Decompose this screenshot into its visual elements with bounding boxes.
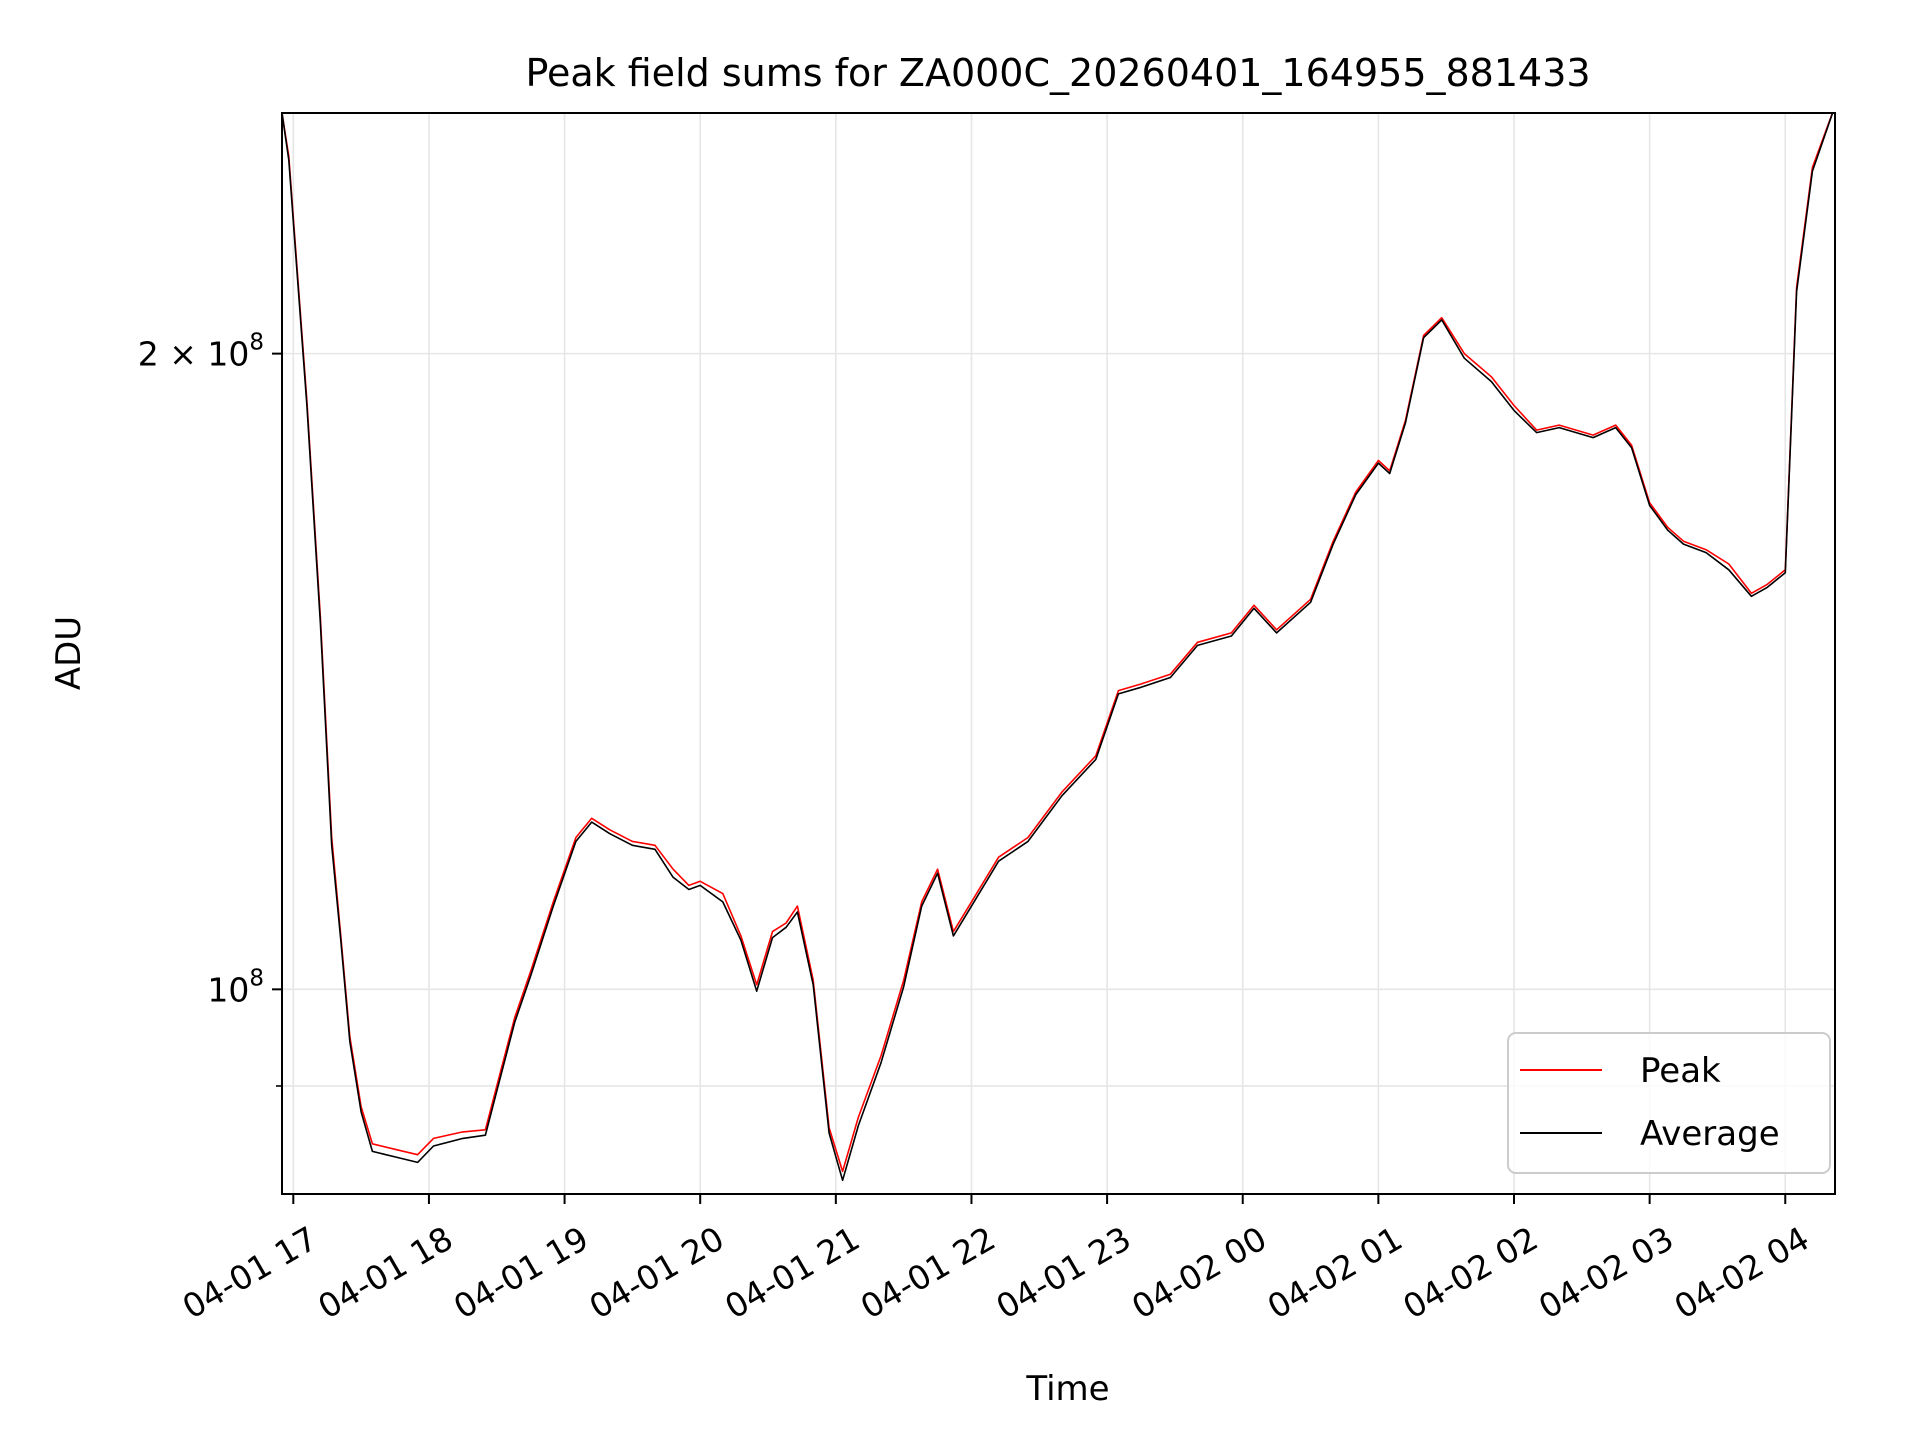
plot-frame: [281, 112, 1836, 1195]
y-tick-label: 2 × 108: [138, 330, 264, 374]
y-tick-label: 108: [207, 965, 264, 1009]
y-axis: 108 2 × 108: [138, 330, 282, 1087]
series-layer: [282, 113, 1834, 1182]
series-line-average: [282, 113, 1834, 1182]
chart-title: Peak field sums for ZA000C_20260401_1649…: [525, 51, 1590, 95]
y-axis-label: ADU: [49, 616, 89, 690]
x-axis-label: Time: [1025, 1369, 1109, 1409]
grid: [282, 113, 1835, 1194]
legend-label-peak: Peak: [1640, 1051, 1721, 1091]
legend-box: [1507, 1032, 1831, 1174]
legend: Peak Average: [1507, 1032, 1831, 1174]
series-line-peak: [282, 113, 1834, 1173]
legend-label-average: Average: [1640, 1114, 1780, 1154]
